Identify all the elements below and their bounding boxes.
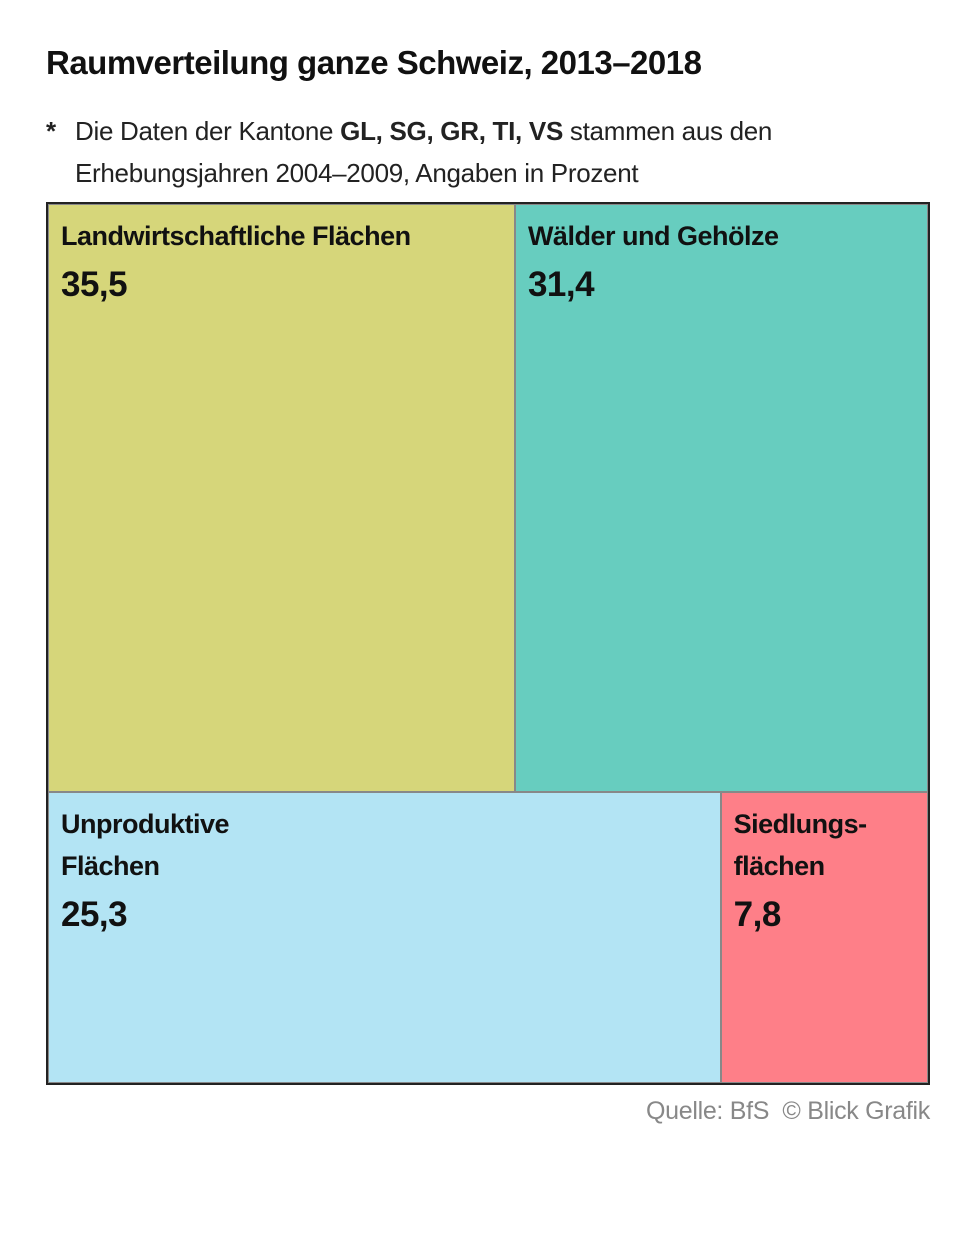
source: Quelle: BfS (645, 1097, 770, 1125)
note: * Die Daten der Kantone GL, SG, GR, TI, … (46, 110, 906, 194)
value-label: 7,8 (733, 895, 782, 935)
category-label: Siedlungs- flächen (733, 809, 868, 882)
treemap: Landwirtschaftliche Flächen 35,5 Wälder un… (46, 202, 930, 1085)
footer: Quelle: BfS © Blick Grafik (646, 1097, 930, 1126)
treemap-cell: Siedlungs- flächen 7,8 (720, 792, 928, 1083)
cell-label: Landwirtschaftliche Flächen 35,5 (61, 215, 508, 313)
treemap-cell: Landwirtschaftliche Flächen 35,5 (48, 204, 515, 793)
note-part: stammen aus den Erhebungsjahren 2004–200… (75, 116, 773, 188)
note-text: Die Daten der Kantone GL, SG, GR, TI, VS… (75, 110, 906, 194)
cell-label: Wälder und Gehölze 31,4 (528, 215, 921, 313)
category-label: Wälder und Gehölze (527, 221, 779, 251)
credit: © Blick Grafik (782, 1097, 930, 1125)
note-marker: * (46, 116, 56, 146)
chart-title: Raumverteilung ganze Schweiz, 2013–2018 (46, 44, 702, 81)
category-label: Unproduktive Flächen (61, 809, 230, 882)
treemap-cell: Unproduktive Flächen 25,3 (48, 792, 721, 1083)
value-label: 31,4 (527, 265, 595, 304)
cell-label: Unproduktive Flächen 25,3 (61, 803, 714, 943)
value-label: 35,5 (61, 265, 128, 304)
note-part: GL, SG, GR, TI, VS (340, 116, 563, 146)
cell-label: Siedlungs- flächen 7,8 (734, 803, 921, 943)
value-label: 25,3 (61, 895, 128, 935)
note-part: Die Daten der Kantone (75, 116, 341, 146)
treemap-cell: Wälder und Gehölze 31,4 (514, 204, 928, 793)
category-label: Landwirtschaftliche Flächen (61, 221, 411, 251)
